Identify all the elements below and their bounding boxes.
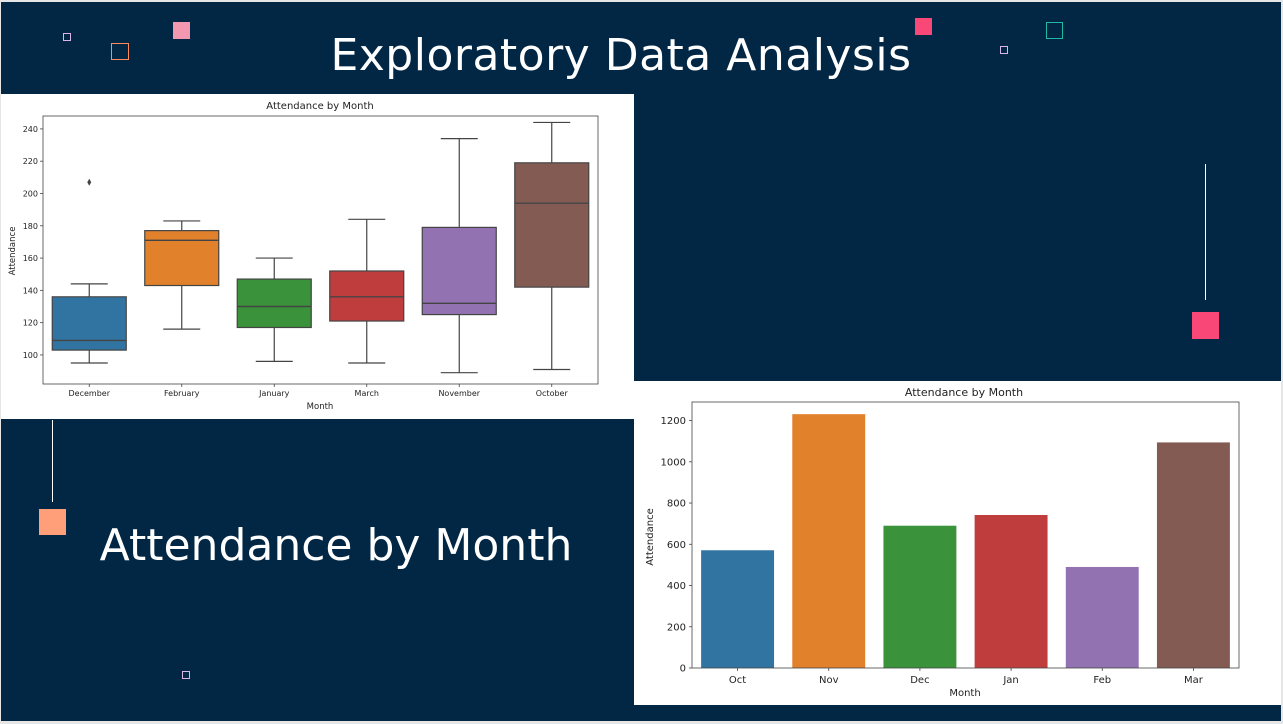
y-tick-label: 800: [667, 499, 686, 510]
x-tick-label: March: [355, 389, 379, 398]
box-plot-panel: Attendance by Month Month Attendance 100…: [1, 94, 634, 419]
y-tick-label: 200: [23, 189, 38, 198]
x-tick-label: February: [164, 389, 200, 398]
decor-square-outline-orange: [111, 43, 129, 60]
decor-square-pink: [915, 18, 932, 35]
decor-square-outline-lavender: [63, 33, 71, 41]
decor-square-outline-lavender: [182, 671, 190, 679]
y-tick-label: 160: [23, 254, 38, 263]
decor-square-outline-lavender: [1000, 46, 1008, 54]
outlier-point: [87, 178, 92, 186]
x-tick-label: January: [258, 389, 290, 398]
y-tick-label: 400: [667, 581, 686, 592]
y-axis-label: Attendance: [645, 508, 656, 565]
y-tick-label: 1200: [661, 416, 686, 427]
box-november: [421, 226, 497, 316]
x-tick-label: Jan: [1002, 675, 1018, 686]
bar-jan: [974, 514, 1048, 668]
x-tick-label: December: [69, 389, 111, 398]
x-tick-label: October: [536, 389, 569, 398]
y-tick-label: 100: [23, 351, 38, 360]
bar-oct: [701, 550, 775, 668]
bar-dec: [883, 525, 957, 668]
x-tick-label: Mar: [1184, 675, 1204, 686]
bar-chart: Attendance by Month Month Attendance 0 20…: [645, 386, 1240, 699]
x-tick-label: Nov: [819, 675, 839, 686]
y-tick-label: 240: [23, 125, 38, 134]
slide-title: Exploratory Data Analysis: [330, 30, 912, 81]
decor-square-pink: [1192, 312, 1219, 339]
box-february: [144, 230, 220, 287]
x-tick-label: Dec: [910, 675, 929, 686]
decor-square-light-pink: [173, 22, 190, 39]
box-december: [51, 296, 127, 351]
y-tick-label: 1000: [661, 457, 686, 468]
y-tick-label: 0: [680, 664, 686, 675]
bar-feb: [1065, 566, 1139, 668]
y-tick-label: 140: [23, 286, 38, 295]
box-plot: Attendance by Month Month Attendance 100…: [8, 101, 599, 412]
x-axis-label: Month: [307, 402, 334, 412]
y-tick-label: 180: [23, 222, 38, 231]
box-march: [329, 270, 405, 322]
x-axis-label: Month: [949, 688, 980, 699]
plot-frame: [691, 401, 1240, 669]
x-tick-label: November: [438, 389, 480, 398]
box-october: [514, 162, 590, 288]
plot-frame: [42, 115, 599, 385]
bar-mar: [1156, 442, 1230, 668]
decor-vertical-line: [52, 420, 53, 502]
y-axis-label: Attendance: [8, 227, 18, 276]
slide-subtitle: Attendance by Month: [99, 520, 573, 571]
bar-chart-panel: Attendance by Month Month Attendance 0 20…: [634, 381, 1281, 705]
x-tick-label: Oct: [729, 675, 746, 686]
box-january: [236, 278, 312, 329]
y-tick-label: 120: [23, 319, 38, 328]
chart-title: Attendance by Month: [266, 101, 373, 112]
y-tick-label: 220: [23, 157, 38, 166]
decor-vertical-line: [1205, 164, 1206, 300]
bar-nov: [792, 414, 866, 668]
chart-title: Attendance by Month: [905, 386, 1023, 399]
y-tick-label: 200: [667, 622, 686, 633]
decor-square-outline-teal: [1046, 22, 1063, 39]
x-tick-label: Feb: [1093, 675, 1111, 686]
y-tick-label: 600: [667, 540, 686, 551]
decor-square-orange: [39, 509, 66, 535]
